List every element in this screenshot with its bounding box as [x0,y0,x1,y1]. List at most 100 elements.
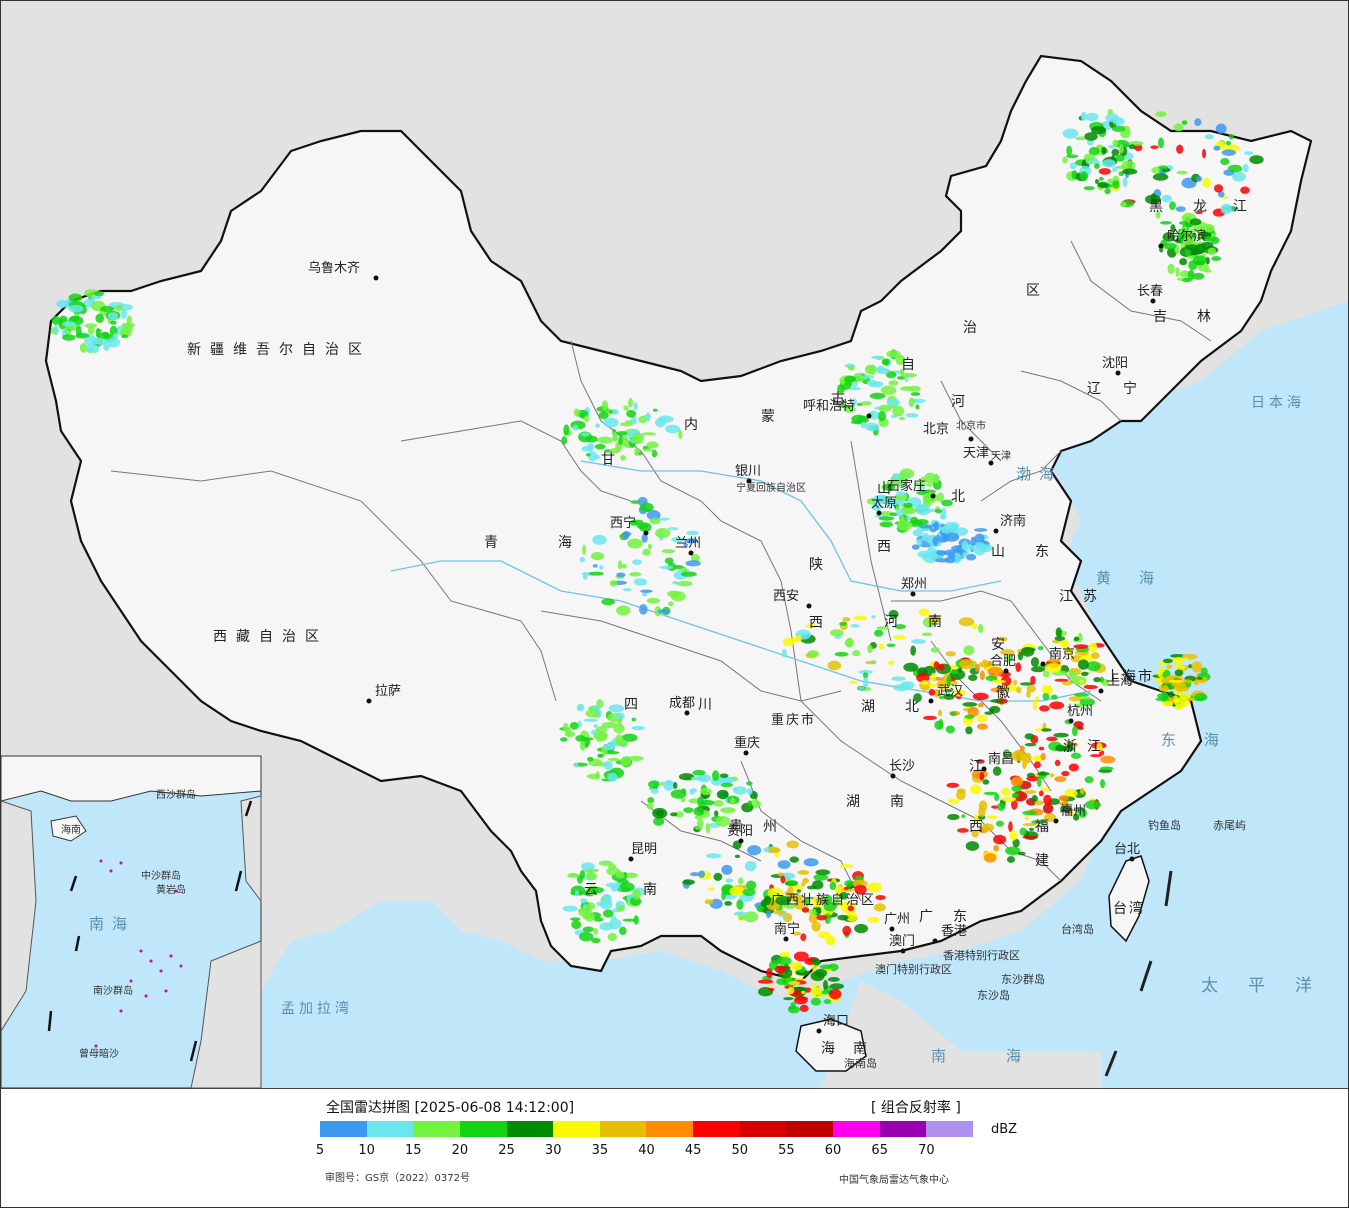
radar-echo [631,559,642,565]
city-label-chongqing: 重庆 [734,735,760,751]
radar-echo [892,405,905,417]
radar-echo [680,571,697,577]
radar-echo [1009,829,1018,841]
radar-echo [1079,171,1089,182]
region-label-heilongjiang-0: 黑 [1149,199,1172,215]
radar-echo [685,560,701,567]
radar-echo [1158,165,1169,170]
radar-echo [609,580,618,587]
legend-panel: 全国雷达拼图 [2025-06-08 14:12:00] [ 组合反射率 ] d… [1,1088,1348,1207]
radar-echo [647,796,655,804]
radar-echo [1194,692,1208,702]
radar-echo [921,632,933,637]
radar-echo [834,651,849,657]
radar-echo [629,520,639,526]
radar-echo [978,806,986,818]
radar-echo [786,840,799,849]
radar-echo [994,793,1000,801]
radar-echo [1030,675,1036,685]
hainan-island [795,1018,867,1072]
scale-tick-label: 5 [315,1143,325,1158]
radar-echo [1121,160,1136,172]
radar-echo [914,482,925,486]
radar-echo [1187,269,1195,281]
region-label-hubei: 湖北 [861,699,949,715]
radar-echo [595,423,600,428]
radar-echo [586,902,596,910]
radar-echo [721,864,733,875]
radar-echo [597,754,604,758]
radar-echo [1094,163,1100,169]
radar-echo [961,540,969,550]
radar-echo [1178,221,1189,225]
radar-echo [592,731,608,740]
radar-echo [1192,272,1205,280]
radar-echo [916,503,930,509]
region-label-sichuan: 四川 [624,697,772,713]
radar-echo [1160,685,1169,693]
radar-echo [779,951,791,958]
radar-echo [646,597,661,604]
scale-tick-label: 35 [591,1143,609,1158]
radar-echo [622,588,632,592]
radar-echo [1152,173,1169,181]
radar-echo [1175,206,1186,212]
region-label-shaanxi-1: 西 [809,615,832,631]
radar-echo [652,408,658,412]
region-label-fujian-0: 福 [1035,819,1058,835]
radar-echo [1089,754,1102,758]
radar-echo [950,670,959,674]
radar-echo [1066,154,1079,159]
inset-label: 西沙群岛 [156,788,196,801]
island-label-dongsha-islands: 东沙群岛 [1001,972,1045,986]
radar-echo [1098,176,1104,181]
radar-echo [882,483,896,491]
radar-echo [783,997,794,1001]
radar-echo [872,495,885,505]
city-dot [928,698,934,704]
radar-echo [896,376,906,380]
radar-echo [1024,733,1035,740]
city-dot [1098,688,1104,694]
radar-echo [850,398,858,406]
city-label-shanghai: 上海 [1107,674,1133,689]
radar-echo [987,667,1004,677]
region-label-liaoning: 辽宁 [1087,380,1159,397]
radar-echo [970,536,977,547]
radar-echo [948,798,959,805]
radar-echo [639,502,654,513]
radar-echo [1011,792,1020,798]
radar-echo [596,901,604,907]
radar-echo [916,538,923,546]
radar-echo [895,354,906,365]
radar-echo [580,862,595,871]
radar-echo [847,364,855,371]
radar-echo [579,556,586,563]
radar-echo [1000,675,1012,686]
radar-echo [878,404,892,412]
radar-echo [757,979,774,984]
radar-echo [1055,627,1063,638]
radar-echo [927,614,941,623]
city-dot [746,478,752,484]
radar-echo [585,709,601,718]
radar-echo [732,786,747,795]
island-label-dongsha: 东沙岛 [977,988,1010,1002]
radar-echo [1070,752,1082,759]
radar-echo [1040,787,1050,792]
radar-echo [996,803,1006,811]
radar-echo [774,965,786,974]
radar-echo [1075,136,1087,141]
radar-echo [865,422,880,432]
radar-echo [1054,678,1069,682]
city-dot [628,856,634,862]
radar-echo [977,702,984,708]
radar-echo [1058,801,1070,806]
radar-echo [782,637,795,647]
radar-echo [964,714,975,719]
region-label-hainan: 海南 [821,1041,885,1057]
radar-echo [937,709,943,717]
region-label-jiangxi-1: 西 [969,819,992,835]
radar-echo [1037,772,1050,776]
radar-echo [1073,703,1084,709]
